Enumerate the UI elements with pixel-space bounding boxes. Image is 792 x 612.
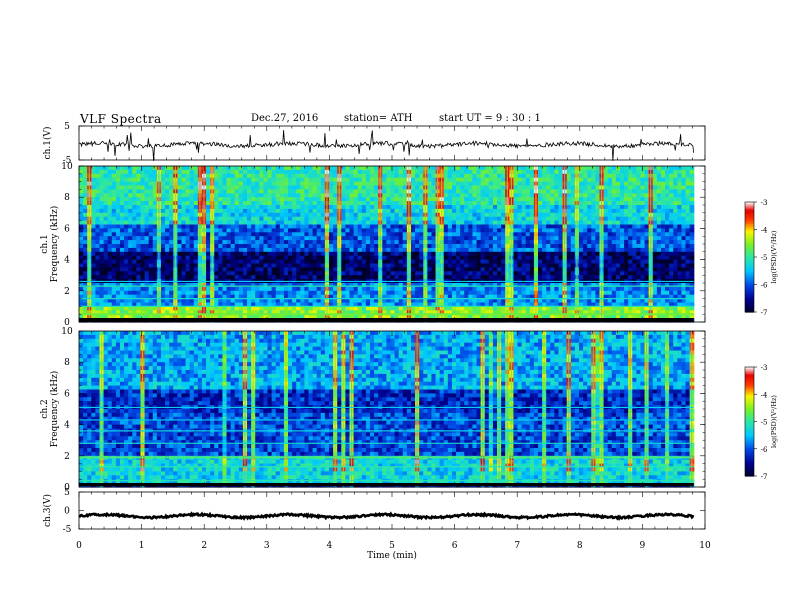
colorbar-tick-label: -3 (761, 364, 768, 372)
x-tick-label: 8 (577, 541, 583, 551)
start-time-label: start UT = 9 : 30 : 1 (439, 113, 541, 124)
colorbar-tick-label: -7 (761, 309, 768, 317)
colorbar-tick-label: -5 (761, 419, 768, 427)
y-tick-label: 6 (64, 389, 70, 399)
colorbar-tick-label: -6 (761, 446, 768, 454)
x-tick-label: 3 (264, 541, 270, 551)
date-label: Dec.27, 2016 (251, 113, 319, 124)
y-tick-label: 0 (64, 507, 70, 517)
panel-frame (78, 491, 706, 530)
y-tick-label: 2 (64, 452, 70, 462)
colorbars (744, 201, 757, 477)
ch2-spec-y-label: ch.2 (40, 399, 50, 418)
y-tick-label: 10 (61, 327, 73, 337)
ch3-y-label: ch.3(V) (42, 494, 53, 527)
y-tick-label: 5 (64, 488, 70, 498)
colorbar-tick-label: -7 (761, 473, 768, 481)
x-tick-label: 9 (640, 541, 646, 551)
y-tick-label: 5 (64, 122, 70, 132)
x-axis-label: Time (min) (367, 550, 417, 561)
ch3-waveform-trace (78, 511, 695, 521)
x-tick-label: 6 (452, 541, 458, 551)
x-tick-label: 5 (389, 541, 395, 551)
x-tick-label: 4 (327, 541, 333, 551)
y-tick-label: 8 (64, 358, 70, 368)
ch2-freq-y-label: Frequency (kHz) (49, 371, 60, 448)
y-tick-label: 4 (64, 256, 70, 266)
chart-title: VLF Spectra (80, 112, 162, 126)
colorbar-tick-label: -5 (761, 254, 768, 262)
y-tick-label: 0 (64, 318, 70, 328)
colorbar-tick-label: -4 (761, 391, 768, 399)
y-tick-label: 8 (64, 193, 70, 203)
x-tick-label: 1 (139, 541, 145, 551)
ch1-spec-y-label: ch.1 (40, 234, 50, 253)
colorbar-tick-label: -3 (761, 199, 768, 207)
y-tick-label: 10 (61, 162, 73, 172)
x-tick-label: 0 (76, 541, 82, 551)
y-tick-label: 6 (64, 224, 70, 234)
x-tick-label: 2 (201, 541, 207, 551)
ch1-waveform-trace (79, 130, 695, 161)
x-tick-label: 10 (699, 541, 711, 551)
ch1-y-label: ch.1(V) (42, 127, 53, 160)
y-tick-label: -5 (63, 156, 72, 166)
axis-ticks (78, 125, 706, 530)
y-tick-label: 0 (64, 483, 70, 493)
panel-frame (78, 125, 706, 161)
station-label: station= ATH (344, 113, 413, 124)
y-tick-label: 2 (64, 287, 70, 297)
colorbar-tick-label: -6 (761, 282, 768, 290)
colorbar-tick-label: -4 (761, 227, 768, 235)
colorbar-label: log(PSD)(V²/Hz) (770, 395, 778, 448)
colorbar-label: log(PSD)(V²/Hz) (770, 230, 778, 283)
y-tick-label: 4 (64, 421, 70, 431)
ch1-spectrogram-image (79, 166, 695, 323)
ch1-freq-y-label: Frequency (kHz) (49, 206, 60, 283)
x-tick-label: 7 (514, 541, 520, 551)
ch2-spectrogram-image (79, 331, 695, 488)
y-tick-label: -5 (63, 525, 72, 535)
